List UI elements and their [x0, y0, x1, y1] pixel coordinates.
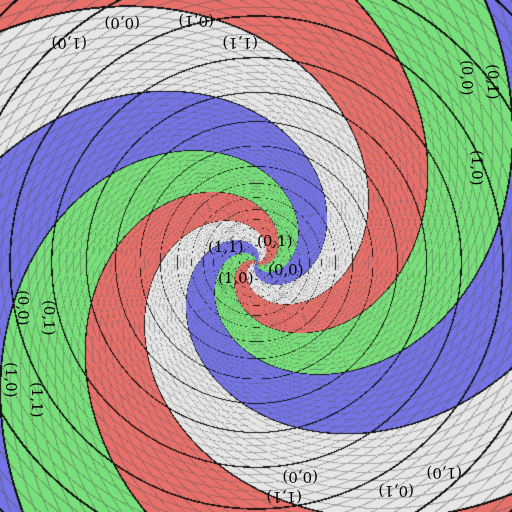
edge-label-bottom-c: (1,0) — [426, 464, 462, 482]
center-label-bottom-left: (1,0) — [218, 269, 254, 287]
center-label-top-left: (1,1) — [208, 238, 244, 256]
center-label-bottom-right: (0,0) — [268, 261, 304, 279]
edge-label-left-c: (1,0) — [2, 362, 20, 398]
edge-label-left-b: (0,1) — [40, 300, 58, 336]
edge-label-top-left-b: (0,1) — [178, 12, 214, 30]
edge-label-right-c: (1,0) — [468, 150, 486, 186]
edge-label-bottom-d: (1,1) — [266, 488, 302, 506]
center-label-top-right: (0,1) — [257, 232, 293, 250]
edge-label-top-left-a: (0,0) — [104, 14, 140, 32]
edge-label-bottom-b: (0,1) — [378, 482, 414, 500]
edge-label-bottom-a: (0,0) — [282, 468, 318, 486]
edge-label-top-left-c: (1,0) — [51, 34, 87, 52]
edge-label-right-a: (0,0) — [458, 60, 476, 96]
edge-label-top-left-d: (1,1) — [222, 34, 258, 52]
edge-label-left-d: (1,1) — [28, 382, 46, 418]
edge-label-right-b: (0,1) — [484, 64, 502, 100]
edge-label-left-a: (0,0) — [14, 290, 32, 326]
